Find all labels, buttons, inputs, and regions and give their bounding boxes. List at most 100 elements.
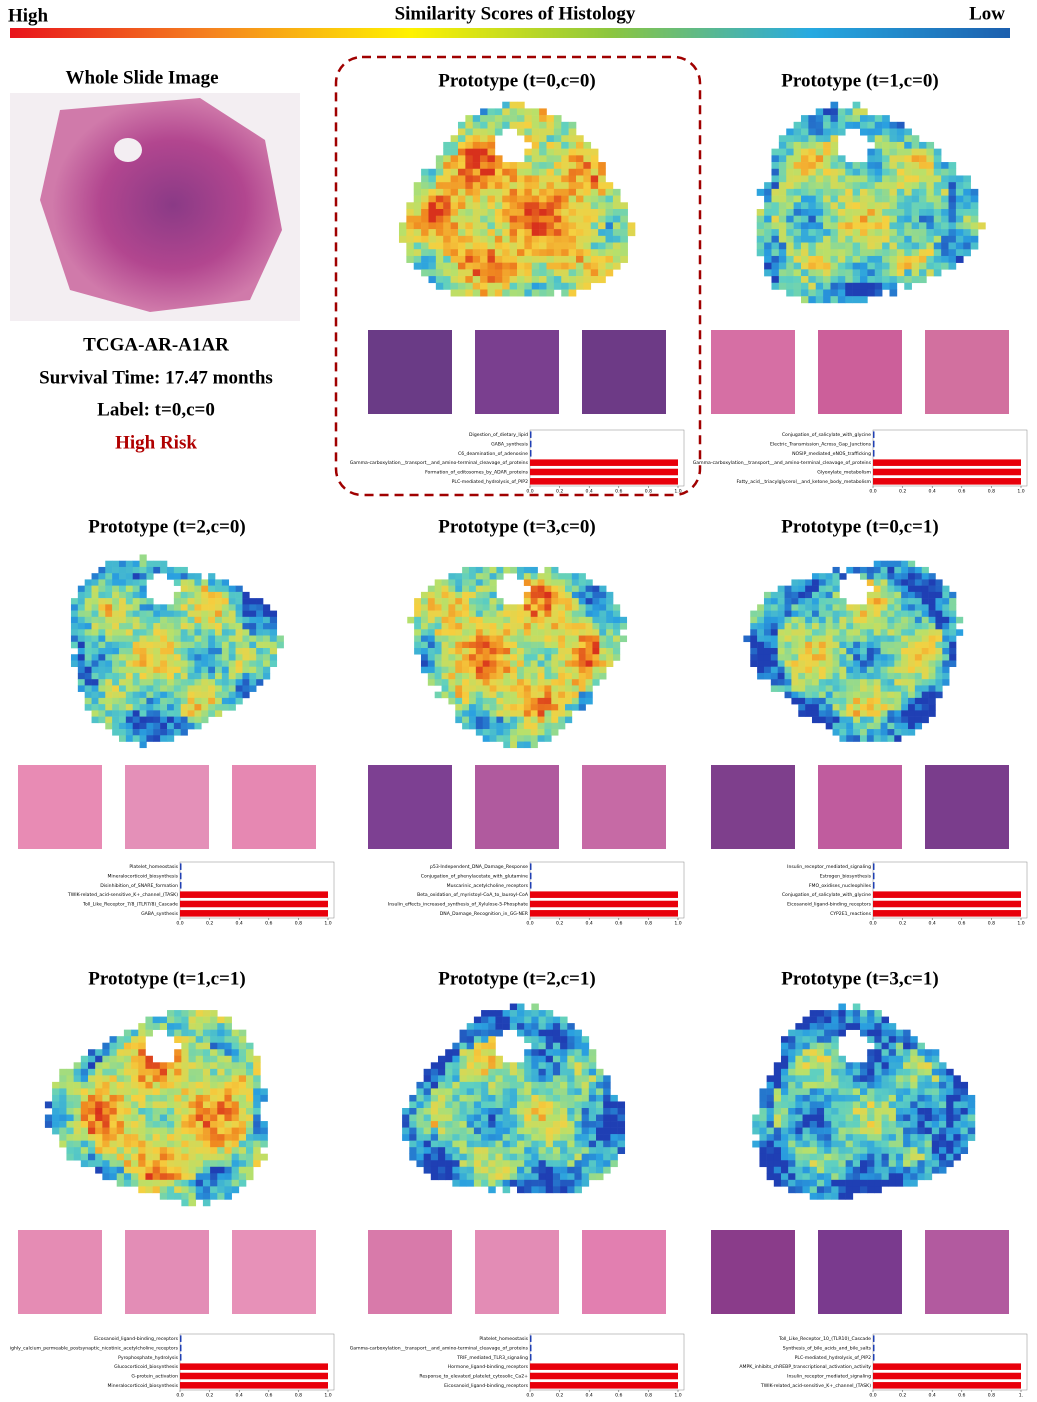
heat-cell	[181, 667, 188, 674]
heat-cell	[867, 654, 874, 661]
heat-cell	[145, 1023, 152, 1030]
heat-cell	[160, 710, 167, 717]
heat-cell	[853, 256, 861, 263]
heat-cell	[845, 263, 853, 270]
heat-cell	[823, 115, 831, 122]
heat-cell	[196, 1056, 203, 1063]
heat-cell	[620, 202, 628, 209]
heat-cell	[805, 692, 812, 699]
heat-cell	[874, 679, 881, 686]
heat-cell	[606, 209, 614, 216]
heat-cell	[771, 196, 779, 203]
heat-cell	[853, 735, 860, 742]
heat-cell	[503, 1115, 510, 1122]
heat-cell	[767, 1134, 774, 1141]
heat-cell	[74, 1134, 81, 1141]
heat-cell	[112, 648, 119, 655]
heat-cell	[153, 717, 160, 724]
heat-cell	[560, 1154, 567, 1161]
heat-cell	[853, 243, 861, 250]
heat-cell	[771, 269, 779, 276]
heat-cell	[215, 698, 222, 705]
heat-cell	[579, 648, 586, 655]
heat-cell	[567, 1134, 574, 1141]
heat-cell	[510, 182, 518, 189]
heat-cell	[606, 269, 614, 276]
heat-cell	[431, 1088, 438, 1095]
heat-cell	[140, 567, 147, 574]
heatmap	[45, 1010, 268, 1206]
heat-cell	[260, 1128, 267, 1135]
heat-cell	[59, 1088, 66, 1095]
heat-cell	[414, 236, 422, 243]
heat-cell	[785, 679, 792, 686]
heat-cell	[567, 1154, 574, 1161]
heat-cell	[138, 1128, 145, 1135]
heat-cell	[830, 236, 838, 243]
heat-cell	[399, 236, 407, 243]
heat-cell	[153, 1017, 160, 1024]
heat-cell	[524, 598, 531, 605]
heat-cell	[402, 1121, 409, 1128]
heat-cell	[823, 216, 831, 223]
heat-cell	[867, 623, 874, 630]
heat-cell	[771, 209, 779, 216]
heat-cell	[476, 685, 483, 692]
heat-cell	[160, 1141, 167, 1148]
heat-cell	[569, 202, 577, 209]
heat-cell	[610, 1108, 617, 1115]
heat-cell	[853, 169, 861, 176]
heat-cell	[140, 742, 147, 749]
heat-cell	[531, 1036, 538, 1043]
heat-cell	[510, 1088, 517, 1095]
heat-cell	[517, 1128, 524, 1135]
heat-cell	[210, 1069, 217, 1076]
heat-cell	[839, 679, 846, 686]
heat-cell	[867, 256, 875, 263]
heat-cell	[801, 202, 809, 209]
heat-cell	[941, 209, 949, 216]
heat-cell	[551, 710, 558, 717]
heat-cell	[860, 704, 867, 711]
heat-cell	[229, 660, 236, 667]
heat-cell	[915, 586, 922, 593]
heat-cell	[613, 263, 621, 270]
heat-cell	[846, 692, 853, 699]
heat-cell	[926, 155, 934, 162]
heat-cell	[795, 1030, 802, 1037]
heat-cell	[476, 598, 483, 605]
heat-cell	[569, 243, 577, 250]
heat-cell	[517, 1160, 524, 1167]
heat-cell	[174, 1180, 181, 1187]
heat-cell	[875, 222, 883, 229]
heat-cell	[558, 604, 565, 611]
heat-cell	[181, 1043, 188, 1050]
heat-cell	[140, 704, 147, 711]
heat-cell	[912, 209, 920, 216]
heat-cell	[467, 1082, 474, 1089]
heat-cell	[95, 1049, 102, 1056]
y-tick-label: Glucocorticoid_biosynthesis	[114, 1364, 178, 1370]
heat-cell	[458, 256, 466, 263]
heat-cell	[894, 729, 901, 736]
heat-cell	[838, 169, 846, 176]
x-tick-label: 0.2	[556, 921, 563, 927]
heat-cell	[133, 579, 140, 586]
heat-cell	[495, 243, 503, 250]
heat-cell	[465, 249, 473, 256]
heat-cell	[481, 1036, 488, 1043]
heat-cell	[867, 236, 875, 243]
heat-cell	[145, 1030, 152, 1037]
heat-cell	[140, 710, 147, 717]
heat-cell	[194, 592, 201, 599]
heat-cell	[196, 1186, 203, 1193]
heat-cell	[598, 269, 606, 276]
heat-cell	[532, 249, 540, 256]
heat-cell	[759, 1147, 766, 1154]
heat-cell	[473, 202, 481, 209]
heat-cell	[105, 710, 112, 717]
heat-cell	[496, 673, 503, 680]
heat-cell	[474, 1128, 481, 1135]
heat-cell	[496, 660, 503, 667]
heat-cell	[222, 579, 229, 586]
